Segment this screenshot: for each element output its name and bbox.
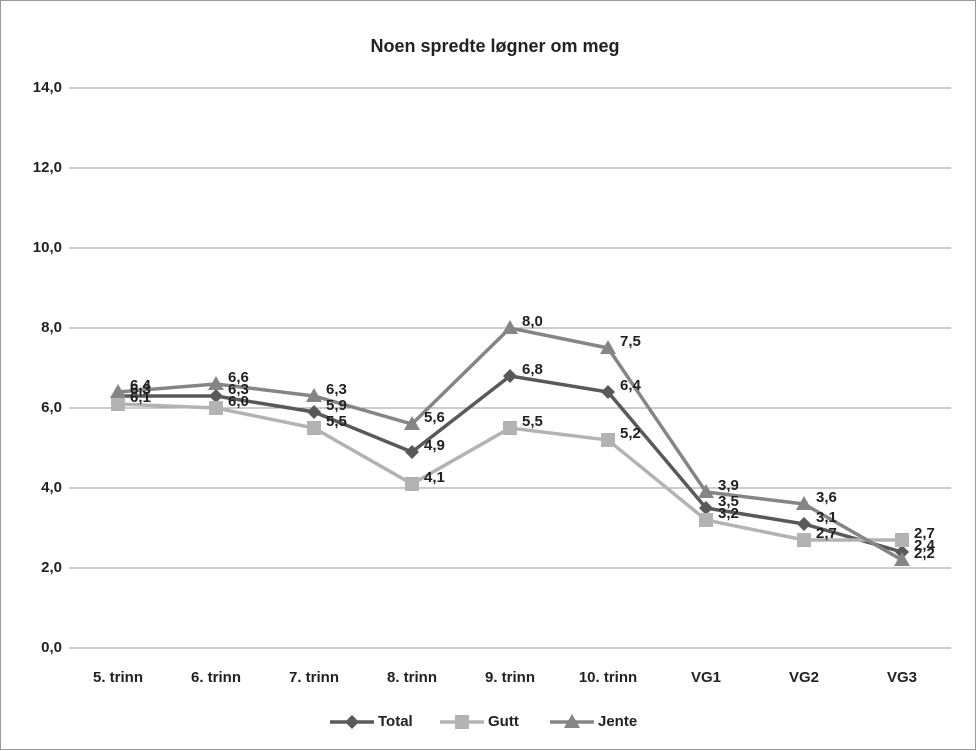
chart-title: Noen spredte løgner om meg — [370, 36, 619, 56]
x-tick-label: VG2 — [789, 669, 819, 686]
y-tick-label: 4,0 — [41, 479, 62, 496]
data-label: 2,7 — [914, 525, 935, 542]
y-tick-label: 8,0 — [41, 319, 62, 336]
data-point — [110, 384, 126, 398]
data-label: 3,1 — [816, 509, 837, 526]
data-label: 6,3 — [326, 381, 347, 398]
data-point — [797, 517, 811, 531]
legend-label: Gutt — [488, 713, 519, 730]
legend-label: Total — [378, 713, 413, 730]
data-point — [698, 484, 714, 498]
x-tick-label: 5. trinn — [93, 669, 143, 686]
data-point — [306, 388, 322, 402]
x-tick-label: VG1 — [691, 669, 721, 686]
data-label: 6,6 — [228, 369, 249, 386]
data-label: 6,4 — [130, 377, 152, 394]
y-tick-label: 12,0 — [33, 159, 62, 176]
data-point — [111, 397, 125, 411]
data-point — [895, 533, 909, 547]
data-label: 6,1 — [130, 389, 151, 406]
data-label: 3,2 — [718, 505, 739, 522]
data-label: 6,4 — [620, 377, 642, 394]
legend-marker — [564, 714, 580, 728]
data-label: 8,0 — [522, 313, 543, 330]
data-label: 6,3 — [228, 381, 249, 398]
data-point — [307, 405, 321, 419]
data-label: 6,0 — [228, 393, 249, 410]
x-tick-label: 7. trinn — [289, 669, 339, 686]
data-label: 2,4 — [914, 537, 936, 554]
x-tick-label: 9. trinn — [485, 669, 535, 686]
data-label: 2,7 — [816, 525, 837, 542]
data-point — [502, 320, 518, 334]
x-tick-label: VG3 — [887, 669, 917, 686]
data-point — [405, 477, 419, 491]
data-label: 5,6 — [424, 409, 445, 426]
data-label: 7,5 — [620, 333, 641, 350]
data-point — [307, 421, 321, 435]
data-point — [208, 376, 224, 390]
y-tick-label: 0,0 — [41, 639, 62, 656]
y-tick-label: 10,0 — [33, 239, 62, 256]
data-label: 5,2 — [620, 425, 641, 442]
x-tick-label: 8. trinn — [387, 669, 437, 686]
data-label: 4,9 — [424, 437, 445, 454]
data-point — [894, 552, 910, 566]
legend-marker — [455, 715, 469, 729]
data-point — [404, 416, 420, 430]
data-point — [503, 421, 517, 435]
y-tick-label: 6,0 — [41, 399, 62, 416]
data-point — [503, 369, 517, 383]
data-label: 2,2 — [914, 545, 935, 562]
data-label: 6,3 — [130, 381, 151, 398]
data-label: 3,6 — [816, 489, 837, 506]
data-point — [209, 389, 223, 403]
data-point — [600, 340, 616, 354]
data-label: 5,9 — [326, 397, 347, 414]
data-point — [699, 501, 713, 515]
legend-marker — [345, 715, 359, 729]
y-tick-label: 2,0 — [41, 559, 62, 576]
data-point — [209, 401, 223, 415]
x-tick-label: 10. trinn — [579, 669, 637, 686]
data-label: 5,5 — [522, 413, 543, 430]
data-point — [601, 433, 615, 447]
data-point — [797, 533, 811, 547]
data-point — [699, 513, 713, 527]
data-label: 3,5 — [718, 493, 739, 510]
data-label: 5,5 — [326, 413, 347, 430]
data-label: 6,8 — [522, 361, 543, 378]
data-label: 3,9 — [718, 477, 739, 494]
data-label: 4,1 — [424, 469, 445, 486]
x-tick-label: 6. trinn — [191, 669, 241, 686]
data-point — [405, 445, 419, 459]
legend-label: Jente — [598, 713, 637, 730]
data-point — [796, 496, 812, 510]
data-point — [601, 385, 615, 399]
y-tick-label: 14,0 — [33, 79, 62, 96]
